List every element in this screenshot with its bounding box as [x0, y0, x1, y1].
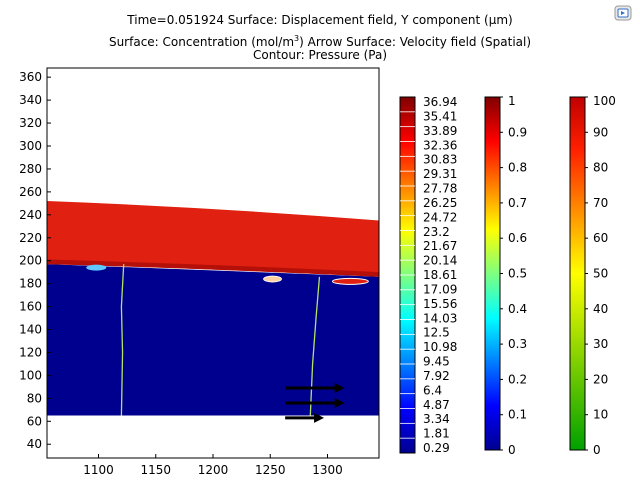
- colorbar-label: 26.25: [423, 196, 457, 210]
- x-tick-label: 1100: [83, 463, 114, 477]
- y-tick-label: 200: [19, 254, 42, 268]
- y-tick-label: 100: [19, 368, 42, 382]
- colorbar-label: 20.14: [423, 254, 457, 268]
- colorbar-displacement: 36.9435.4133.8932.3630.8329.3127.7826.25…: [399, 95, 457, 455]
- axes: 40 60 80 100 120 140 160 180 200 220 240 260 280 300 3…: [19, 67, 380, 477]
- plot-title-line-1: Time=0.051924 Surface: Displacement fiel…: [127, 13, 513, 27]
- colorbar-label: 12.5: [423, 326, 450, 340]
- y-tick-label: 320: [19, 116, 42, 130]
- colorbar-label: 0.9: [508, 125, 527, 139]
- colorbar-label: 14.03: [423, 311, 457, 325]
- colorbar-label: 18.61: [423, 268, 457, 282]
- y-tick-label: 140: [19, 323, 42, 337]
- colorbar-label: 70: [593, 196, 608, 210]
- colorbar-label: 100: [593, 94, 616, 108]
- colorbar-label: 35.41: [423, 109, 457, 123]
- solid-layer-edge: [47, 259, 379, 277]
- colorbar-label: 0.4: [508, 302, 527, 316]
- plot-title-line-3: Contour: Pressure (Pa): [252, 48, 388, 62]
- velocity-arrow-head: [334, 383, 345, 394]
- colorbar-label: 10: [593, 408, 608, 422]
- y-tick-label: 240: [19, 208, 42, 222]
- colorbar-label: 7.92: [423, 369, 450, 383]
- colorbar-label: 15.56: [423, 297, 457, 311]
- colorbar-label: 0.3: [508, 337, 527, 351]
- colorbar-label: 0.1: [508, 408, 527, 422]
- colorbar-label: 23.2: [423, 225, 450, 239]
- colorbar-label: 1: [508, 94, 516, 108]
- colorbar-gradient: [569, 96, 586, 451]
- export-image-icon[interactable]: [614, 5, 632, 21]
- y-tick-label: 260: [19, 185, 42, 199]
- x-tick-label: 1200: [198, 463, 229, 477]
- fluid-region: [47, 264, 379, 416]
- colorbars: 36.9435.4133.8932.3630.8329.3127.7826.25…: [399, 94, 616, 457]
- y-tick-label: 360: [19, 70, 42, 84]
- x-tick-label: 1300: [312, 463, 343, 477]
- y-tick-label: 120: [19, 345, 42, 359]
- interface-highlight: [86, 264, 107, 271]
- pressure-contour: [309, 276, 321, 416]
- x-tick-label: 1150: [140, 463, 171, 477]
- colorbar-label: 36.94: [423, 95, 457, 109]
- colorbar-label: 1.81: [423, 427, 450, 441]
- colorbar-concentration: 1 0.9 0.8 0.7 0.6 0.5 0.4 0.3 0.2 0.1 0: [484, 94, 527, 457]
- colorbar-label: 10.98: [423, 340, 457, 354]
- colorbar-label: 29.31: [423, 167, 457, 181]
- y-tick-label: 220: [19, 231, 42, 245]
- colorbar-label: 32.36: [423, 138, 457, 152]
- colorbar-label: 9.45: [423, 355, 450, 369]
- interface-highlight: [263, 275, 282, 283]
- colorbar-label: 30.83: [423, 153, 457, 167]
- colorbar-label: 20: [593, 372, 608, 386]
- colorbar-label: 0: [593, 443, 601, 457]
- colorbar-label: 50: [593, 267, 608, 281]
- colorbar-label: 0.6: [508, 231, 527, 245]
- interface-highlight: [331, 277, 369, 285]
- colorbar-label: 0.2: [508, 372, 527, 386]
- colorbar-label: 60: [593, 231, 608, 245]
- plot-title-line-2: Surface: Concentration (mol/m3) Arrow Su…: [108, 34, 532, 49]
- y-tick-label: 280: [19, 162, 42, 176]
- colorbar-label: 0.7: [508, 196, 527, 210]
- colorbar-label: 21.67: [423, 239, 457, 253]
- colorbar-label: 4.87: [423, 398, 450, 412]
- y-tick-label: 60: [27, 414, 42, 428]
- plot-area: [47, 201, 379, 423]
- colorbar-label: 17.09: [423, 282, 457, 296]
- pressure-contour: [120, 264, 125, 416]
- solid-layer: [47, 201, 379, 277]
- colorbar-label: 0: [508, 443, 516, 457]
- y-tick-label: 340: [19, 93, 42, 107]
- velocity-arrow-head: [334, 397, 345, 408]
- y-tick-label: 180: [19, 277, 42, 291]
- colorbar-label: 27.78: [423, 182, 457, 196]
- colorbar-label: 3.34: [423, 412, 450, 426]
- y-tick-label: 300: [19, 139, 42, 153]
- colorbar-label: 40: [593, 302, 608, 316]
- velocity-arrow-head: [314, 412, 325, 423]
- colorbar-label: 0.5: [508, 267, 527, 281]
- colorbar-label: 90: [593, 125, 608, 139]
- colorbar-label: 24.72: [423, 210, 457, 224]
- colorbar-label: 80: [593, 161, 608, 175]
- colorbar-label: 30: [593, 337, 608, 351]
- colorbar-label: 33.89: [423, 124, 457, 138]
- domain-group: [47, 201, 379, 423]
- y-tick-label: 80: [27, 391, 42, 405]
- colorbar-label: 6.4: [423, 383, 442, 397]
- y-tick-label: 40: [27, 437, 42, 451]
- colorbar-gradient: [484, 96, 501, 451]
- colorbar-label: 0.8: [508, 161, 527, 175]
- colorbar-label: 0.29: [423, 441, 450, 455]
- y-tick-label: 160: [19, 300, 42, 314]
- x-tick-label: 1250: [255, 463, 286, 477]
